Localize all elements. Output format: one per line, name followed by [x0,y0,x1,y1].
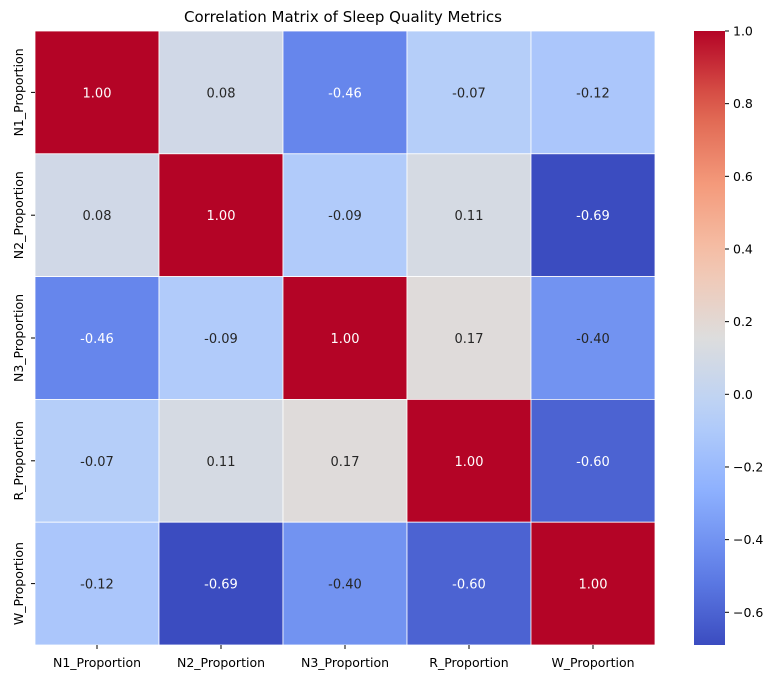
x-tick-label: W_Proportion [551,655,634,670]
heatmap-cell [530,521,656,646]
cell-annotation: 1.00 [455,455,484,470]
cell-annotation: -0.60 [452,578,486,593]
colorbar-tick-label: 0.4 [733,241,753,256]
colorbar-tick-label: −0.6 [733,605,763,620]
heatmap-cell [158,276,284,400]
colorbar-tick-label: 1.0 [733,24,753,39]
heatmap-cell [530,398,656,523]
y-tick-label: W_Proportion [11,542,26,625]
cell-annotation: 0.11 [207,455,236,470]
y-axis: N1_Proportion N2_Proportion N3_Proportion R… [11,48,35,625]
y-tick-label: N1_Proportion [11,48,26,136]
heatmap-cell [530,276,656,400]
colorbar-gradient [694,31,725,645]
colorbar-tick-label: 0.2 [733,314,753,329]
cell-annotation: -0.69 [576,209,610,224]
cell-annotation: 0.08 [207,86,236,101]
cell-annotation: 1.00 [579,578,608,593]
x-tick-label: N2_Proportion [177,655,265,670]
colorbar-tick-label: 0.6 [733,169,753,184]
cell-annotation: -0.09 [204,332,238,347]
y-tick-label: N3_Proportion [11,294,26,382]
chart-title: Correlation Matrix of Sleep Quality Metr… [184,8,502,26]
heatmap-cell [282,276,408,400]
x-tick-label: R_Proportion [429,655,508,670]
cell-annotation: 0.11 [455,209,484,224]
y-tick-label: N2_Proportion [11,171,26,259]
heatmap-cell [530,30,656,155]
cell-annotation: -0.60 [576,455,610,470]
heatmap-cell [282,30,408,155]
cell-annotation: 0.17 [455,332,484,347]
x-axis: N1_Proportion N2_Proportion N3_Proportion R… [53,645,635,670]
heatmap-cell [34,30,160,155]
colorbar-tick-label: −0.4 [733,532,763,547]
colorbar-tick-label: 0.0 [733,387,753,402]
heatmap-cell [158,30,284,155]
x-tick-label: N3_Proportion [301,655,389,670]
cell-annotation: -0.07 [452,86,486,101]
heatmap-cell [282,521,408,646]
cell-annotation: 1.00 [331,332,360,347]
heatmap-cells [34,30,656,646]
cell-annotation: 1.00 [83,86,112,101]
cell-annotation: 0.17 [331,455,360,470]
x-tick-label: N1_Proportion [53,655,141,670]
heatmap-cell [406,398,532,523]
heatmap-cell [158,521,284,646]
y-tick-label: R_Proportion [11,421,26,500]
heatmap-cell [282,398,408,523]
cell-annotation: -0.46 [328,86,362,101]
colorbar-tick-label: 0.8 [733,96,753,111]
cell-annotation: 0.08 [83,209,112,224]
heatmap-cell [34,521,160,646]
heatmap-cell [530,153,656,278]
heatmap-cell [406,30,532,155]
cell-annotation: -0.40 [328,578,362,593]
cell-annotation: -0.09 [328,209,362,224]
cell-annotation: -0.46 [80,332,114,347]
heatmap-cell [34,153,160,278]
cell-annotation: -0.07 [80,455,114,470]
cell-annotation: -0.69 [204,578,238,593]
heatmap-cell [158,398,284,523]
colorbar: 1.0 0.8 0.6 0.4 0.2 0.0 −0.2 −0.4 −0.6 [694,24,763,645]
cell-annotation: 1.00 [207,209,236,224]
cell-annotation: -0.12 [80,578,114,593]
cell-annotation: -0.12 [576,86,610,101]
heatmap-cell [282,153,408,278]
cell-annotation: -0.40 [576,332,610,347]
heatmap-cell [406,276,532,400]
heatmap-annotations: 1.00 0.08 -0.46 -0.07 -0.12 0.08 1.00 -0.09 0.11… [80,86,610,592]
heatmap-cell [158,153,284,278]
colorbar-tick-label: −0.2 [733,459,763,474]
